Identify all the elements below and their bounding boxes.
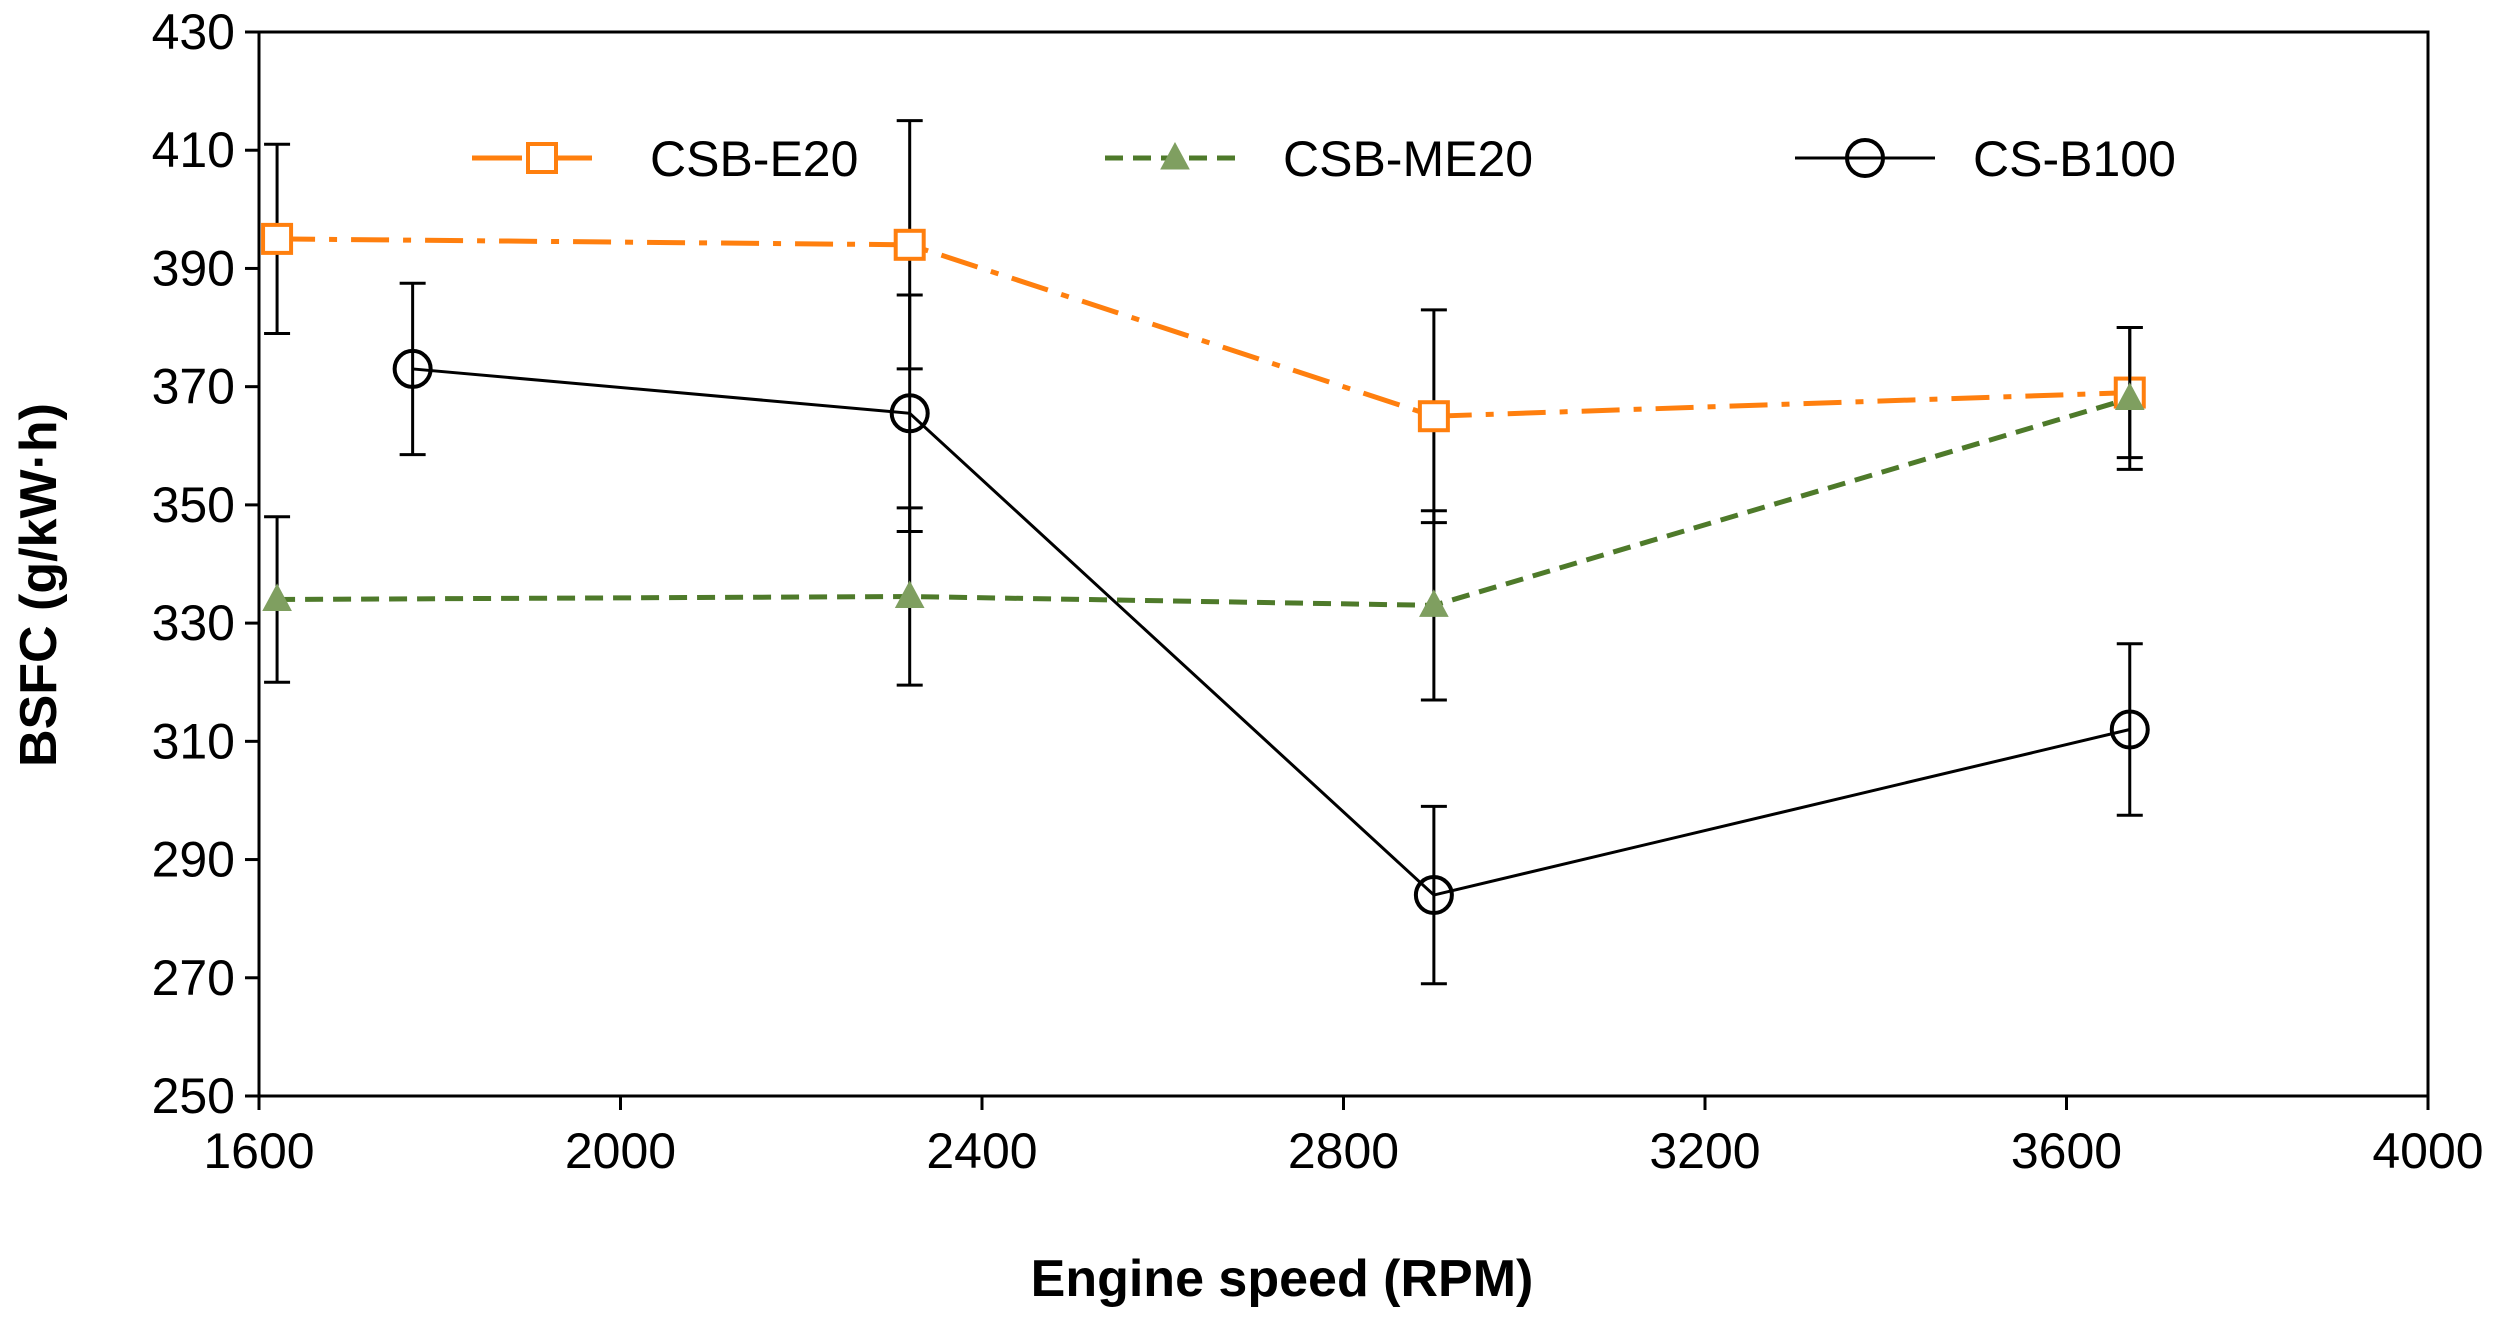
data-point-square — [1417, 400, 1450, 433]
legend-label: CSB-E20 — [650, 131, 858, 187]
data-point-square — [893, 228, 926, 261]
series-csb-me20 — [262, 326, 2145, 702]
x-tick-label: 2400 — [926, 1123, 1037, 1179]
y-tick-label: 410 — [152, 122, 235, 178]
y-axis-title: BSFC (g/kW·h) — [10, 403, 68, 767]
y-tick-label: 270 — [152, 950, 235, 1006]
x-tick-label: 2000 — [565, 1123, 676, 1179]
data-point-square — [526, 142, 558, 174]
series-line — [277, 396, 2131, 608]
data-point-square — [261, 222, 294, 255]
data-point-triangle — [1160, 141, 1190, 170]
data-point-triangle — [894, 580, 925, 609]
series-csb-e20 — [261, 119, 2146, 525]
y-tick-label: 370 — [152, 359, 235, 415]
data-point-circle — [392, 348, 433, 389]
data-point-circle — [889, 393, 930, 434]
x-axis-title: Engine speed (RPM) — [1031, 1250, 1534, 1308]
legend: CSB-E20 CSB-ME20 CS-B100 — [472, 131, 2176, 187]
x-tick-label: 1600 — [203, 1123, 314, 1179]
series-line — [412, 367, 2131, 897]
x-tick-label: 2800 — [1288, 1123, 1399, 1179]
y-tick-label: 430 — [152, 4, 235, 60]
x-tick-label: 3600 — [2011, 1123, 2122, 1179]
data-point-triangle — [1419, 589, 1449, 617]
legend-label: CS-B100 — [1973, 131, 2176, 187]
series-layer — [261, 119, 2150, 986]
series-cs-b100 — [392, 281, 2150, 986]
plot-area — [257, 30, 2430, 1098]
x-tick-label: 3200 — [1649, 1123, 1760, 1179]
series-line — [277, 236, 2130, 419]
legend-item-csb-me20: CSB-ME20 — [1105, 131, 1533, 187]
legend-label: CSB-ME20 — [1283, 131, 1533, 187]
y-tick-label: 290 — [152, 832, 235, 888]
y-tick-label: 350 — [152, 477, 235, 533]
x-axis: 1600 2000 2400 2800 3200 3600 4000 — [203, 1096, 2484, 1179]
y-tick-label: 330 — [152, 595, 235, 651]
y-axis: 250 270 290 310 330 350 370 390 410 430 — [152, 4, 259, 1124]
y-tick-label: 310 — [152, 713, 235, 769]
data-point-circle — [1413, 875, 1454, 916]
y-tick-label: 390 — [152, 240, 235, 296]
legend-item-cs-b100: CS-B100 — [1795, 131, 2176, 187]
data-point-circle — [1845, 138, 1885, 178]
x-tick-label: 4000 — [2372, 1123, 2483, 1179]
legend-item-csb-e20: CSB-E20 — [472, 131, 858, 187]
plot-border — [257, 30, 2430, 1098]
y-tick-label: 250 — [152, 1068, 235, 1124]
data-point-triangle — [262, 583, 292, 611]
data-point-circle — [2109, 709, 2150, 750]
data-point-triangle — [2114, 382, 2145, 410]
